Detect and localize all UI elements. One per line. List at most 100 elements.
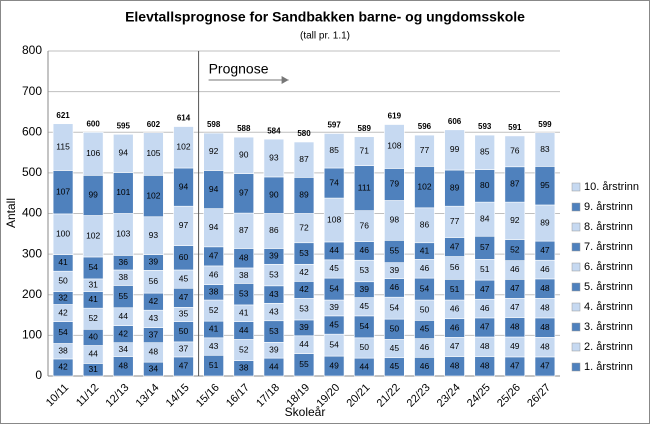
data-label: 97 bbox=[179, 220, 189, 230]
data-label: 108 bbox=[327, 214, 341, 224]
data-label: 38 bbox=[58, 345, 68, 355]
data-label: 74 bbox=[329, 177, 339, 187]
total-label: 588 bbox=[237, 124, 251, 133]
data-label: 115 bbox=[56, 141, 70, 151]
data-label: 71 bbox=[360, 145, 370, 155]
data-label: 87 bbox=[299, 154, 309, 164]
data-label: 44 bbox=[88, 349, 98, 359]
data-label: 86 bbox=[269, 225, 279, 235]
data-label: 97 bbox=[239, 188, 249, 198]
data-label: 43 bbox=[269, 306, 279, 316]
data-label: 52 bbox=[88, 313, 98, 323]
data-label: 41 bbox=[420, 245, 430, 255]
data-label: 54 bbox=[329, 339, 339, 349]
data-label: 57 bbox=[480, 242, 490, 252]
data-label: 51 bbox=[480, 264, 490, 274]
total-label: 602 bbox=[147, 120, 161, 129]
y-tick-label: 300 bbox=[22, 246, 42, 260]
data-label: 76 bbox=[510, 146, 520, 156]
total-label: 597 bbox=[327, 121, 341, 130]
data-label: 39 bbox=[299, 322, 309, 332]
y-tick-label: 700 bbox=[22, 84, 42, 98]
legend-swatch bbox=[571, 362, 581, 372]
data-label: 47 bbox=[480, 322, 490, 332]
legend-swatch bbox=[571, 182, 581, 192]
data-label: 42 bbox=[119, 328, 129, 338]
total-label: 596 bbox=[418, 122, 432, 131]
data-label: 42 bbox=[58, 307, 68, 317]
total-label: 593 bbox=[478, 122, 492, 131]
bar-segment bbox=[143, 132, 164, 176]
data-label: 51 bbox=[450, 284, 460, 294]
data-label: 47 bbox=[540, 361, 550, 371]
legend-label: 9. årstrinn bbox=[584, 201, 633, 213]
data-label: 53 bbox=[239, 288, 249, 298]
data-label: 85 bbox=[329, 145, 339, 155]
data-label: 53 bbox=[360, 265, 370, 275]
data-label: 55 bbox=[119, 291, 129, 301]
y-tick-label: 500 bbox=[22, 165, 42, 179]
data-label: 45 bbox=[329, 263, 339, 273]
total-label: 595 bbox=[117, 121, 131, 130]
y-tick-label: 400 bbox=[22, 206, 42, 220]
forecast-arrowhead bbox=[281, 76, 289, 84]
data-label: 43 bbox=[209, 341, 219, 351]
data-label: 47 bbox=[510, 283, 520, 293]
data-label: 54 bbox=[329, 283, 339, 293]
data-label: 107 bbox=[56, 186, 70, 196]
data-label: 89 bbox=[299, 190, 309, 200]
data-label: 50 bbox=[420, 304, 430, 314]
legend-label: 7. årstrinn bbox=[584, 241, 633, 253]
data-label: 48 bbox=[450, 361, 460, 371]
legend-swatch bbox=[571, 262, 581, 272]
data-label: 55 bbox=[390, 246, 400, 256]
data-label: 89 bbox=[450, 182, 460, 192]
data-label: 39 bbox=[269, 251, 279, 261]
total-label: 591 bbox=[508, 123, 522, 132]
data-label: 52 bbox=[209, 305, 219, 315]
data-label: 47 bbox=[540, 245, 550, 255]
data-label: 48 bbox=[480, 361, 490, 371]
total-label: 584 bbox=[267, 126, 281, 135]
data-label: 108 bbox=[387, 141, 401, 151]
data-label: 46 bbox=[209, 270, 219, 280]
data-label: 51 bbox=[209, 360, 219, 370]
data-label: 93 bbox=[149, 230, 159, 240]
data-label: 44 bbox=[269, 361, 279, 371]
data-label: 38 bbox=[239, 270, 249, 280]
data-label: 90 bbox=[239, 150, 249, 160]
data-label: 41 bbox=[239, 307, 249, 317]
data-label: 54 bbox=[390, 302, 400, 312]
data-label: 39 bbox=[149, 257, 159, 267]
data-label: 54 bbox=[58, 327, 68, 337]
data-label: 50 bbox=[58, 276, 68, 286]
total-label: 606 bbox=[448, 117, 462, 126]
data-label: 50 bbox=[179, 326, 189, 336]
data-label: 72 bbox=[299, 222, 309, 232]
bar-segment bbox=[293, 141, 315, 178]
data-label: 49 bbox=[329, 360, 339, 370]
data-label: 44 bbox=[299, 339, 309, 349]
data-label: 41 bbox=[58, 257, 68, 267]
data-label: 31 bbox=[88, 279, 98, 289]
bar-segment bbox=[534, 132, 556, 167]
data-label: 48 bbox=[119, 361, 129, 371]
legend-label: 2. årstrinn bbox=[584, 341, 633, 353]
data-label: 44 bbox=[119, 311, 129, 321]
legend-label: 6. årstrinn bbox=[584, 261, 633, 273]
legend-label: 8. årstrinn bbox=[584, 221, 633, 233]
data-label: 48 bbox=[540, 302, 550, 312]
data-label: 48 bbox=[540, 322, 550, 332]
data-label: 77 bbox=[450, 216, 460, 226]
data-label: 106 bbox=[86, 148, 100, 158]
data-label: 46 bbox=[450, 304, 460, 314]
total-label: 598 bbox=[207, 120, 221, 129]
bar-segment bbox=[263, 138, 285, 178]
bar-segment bbox=[353, 136, 375, 166]
total-label: 599 bbox=[538, 120, 552, 129]
data-label: 102 bbox=[146, 190, 160, 200]
chart-subtitle: (tall pr. 1.1) bbox=[300, 31, 350, 42]
data-label: 54 bbox=[360, 321, 370, 331]
data-label: 102 bbox=[86, 231, 100, 241]
bar-segment bbox=[414, 134, 435, 167]
